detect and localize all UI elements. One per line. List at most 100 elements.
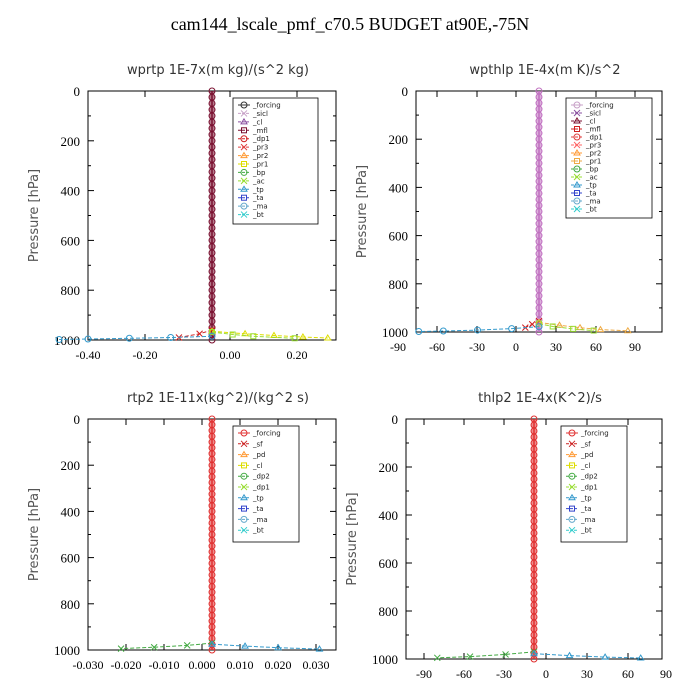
y-tick-label: 1000 xyxy=(54,643,80,658)
series-marker xyxy=(415,328,423,336)
y-tick-label: 400 xyxy=(61,504,81,519)
legend-label: _pr1 xyxy=(252,161,268,169)
x-tick-label: 0 xyxy=(513,340,519,354)
legend-label: _ma xyxy=(585,198,601,206)
legend-marker xyxy=(240,526,248,534)
legend-marker xyxy=(573,101,581,109)
series-line-dp1 xyxy=(437,651,535,659)
legend-marker xyxy=(568,493,576,501)
legend-marker xyxy=(240,515,248,523)
legend-marker xyxy=(573,197,581,205)
x-tick-label: 0.000 xyxy=(189,658,216,672)
series-marker xyxy=(535,318,543,325)
y-tick-label: 800 xyxy=(61,597,81,612)
series-marker xyxy=(208,332,216,340)
legend-label: _pr1 xyxy=(585,158,601,166)
legend-marker xyxy=(241,462,247,469)
series-marker xyxy=(508,325,516,333)
x-tick-label: 60 xyxy=(590,340,602,354)
series-marker xyxy=(439,327,447,335)
series-marker xyxy=(209,329,215,336)
legend-label: _pr2 xyxy=(585,150,601,158)
legend-marker xyxy=(241,505,247,512)
x-tick-label: -30 xyxy=(496,667,512,681)
series-line-ma xyxy=(211,643,320,650)
legend-label: _sicl xyxy=(585,110,601,118)
legend-marker xyxy=(574,158,580,164)
series-line-dp1 xyxy=(121,642,213,650)
legend-marker xyxy=(240,472,248,480)
legend-label: _pr3 xyxy=(585,142,601,150)
legend-label: _cl xyxy=(252,462,262,470)
legend-marker xyxy=(568,472,576,480)
series-marker xyxy=(167,334,175,342)
legend-label: _tp xyxy=(252,186,264,194)
series-marker xyxy=(528,320,536,328)
series-marker xyxy=(623,326,632,334)
legend-marker xyxy=(573,141,581,149)
x-tick-label: 0 xyxy=(543,667,549,681)
legend-label: _ac xyxy=(585,174,598,182)
legend-label: _forcing xyxy=(252,430,281,438)
x-tick-label: -90 xyxy=(416,667,432,681)
legend-label: _pd xyxy=(252,451,265,459)
legend-label: _dp1 xyxy=(580,484,598,492)
legend-label: _dp1 xyxy=(585,134,603,142)
series-marker xyxy=(84,335,92,343)
legend-label: _dp1 xyxy=(252,135,270,143)
panel-1: wprtp 1E-7x(m kg)/(s^2 kg) Pressure [hPa]… xyxy=(27,63,337,362)
y-tick-label: 400 xyxy=(389,180,409,195)
series-marker xyxy=(291,335,298,342)
x-tick-label: -30 xyxy=(469,340,485,354)
series-marker xyxy=(474,326,481,334)
figure-title: cam144_lscale_pmf_c70.5 BUDGET at90E,-75… xyxy=(170,14,530,34)
y-tick-label: 600 xyxy=(389,229,409,244)
legend-label: _forcing xyxy=(252,102,281,110)
y-axis-label: Pressure [hPa] xyxy=(27,488,42,581)
legend-marker xyxy=(573,149,581,156)
panel-title: wpthlp 1E-4x(m K)/s^2 xyxy=(469,63,620,78)
legend-marker xyxy=(568,515,576,523)
legend-label: _pr2 xyxy=(252,152,268,160)
legend-marker xyxy=(574,190,580,196)
legend-label: _forcing xyxy=(580,430,609,438)
legend-label: _ma xyxy=(580,516,596,524)
series-line-pr1 xyxy=(211,330,328,339)
y-tick-label: 0 xyxy=(402,84,409,99)
panel-title: rtp2 1E-11x(kg^2)/(kg^2 s) xyxy=(127,391,309,406)
legend-label: _dp1 xyxy=(252,484,270,492)
legend-label: _cl xyxy=(252,118,262,126)
series-marker xyxy=(183,642,191,649)
y-axis-label: Pressure [hPa] xyxy=(27,169,42,262)
legend-label: _bt xyxy=(252,211,264,219)
panel-title: wprtp 1E-7x(m kg)/(s^2 kg) xyxy=(127,63,309,78)
y-axis-label: Pressure [hPa] xyxy=(355,165,370,258)
series-marker xyxy=(117,645,125,652)
legend-marker xyxy=(240,483,248,491)
y-tick-label: 800 xyxy=(61,283,81,298)
series-marker xyxy=(150,643,158,651)
series-marker xyxy=(590,327,597,334)
legend-label: _forcing xyxy=(585,102,614,110)
x-tick-label: -0.010 xyxy=(149,658,180,672)
legend-label: _tp xyxy=(585,182,597,190)
x-tick-label: 0.020 xyxy=(265,658,292,672)
legend-label: _ta xyxy=(252,194,264,202)
series-marker xyxy=(315,645,324,652)
x-tick-label: 30 xyxy=(550,340,562,354)
y-tick-label: 600 xyxy=(61,551,81,566)
legend-marker xyxy=(240,168,248,176)
x-tick-label: -60 xyxy=(429,340,445,354)
series-line-mfl xyxy=(178,329,213,338)
legend-label: _pd xyxy=(580,451,593,459)
series-marker xyxy=(565,651,574,659)
series-marker xyxy=(125,334,133,342)
series-marker xyxy=(433,654,441,662)
legend-label: _bt xyxy=(252,527,264,535)
y-tick-label: 800 xyxy=(389,277,409,292)
series-line-ma xyxy=(59,335,213,340)
series-marker xyxy=(208,646,216,654)
legend-label: _dp2 xyxy=(580,473,598,481)
legend-label: _ta xyxy=(585,190,597,198)
